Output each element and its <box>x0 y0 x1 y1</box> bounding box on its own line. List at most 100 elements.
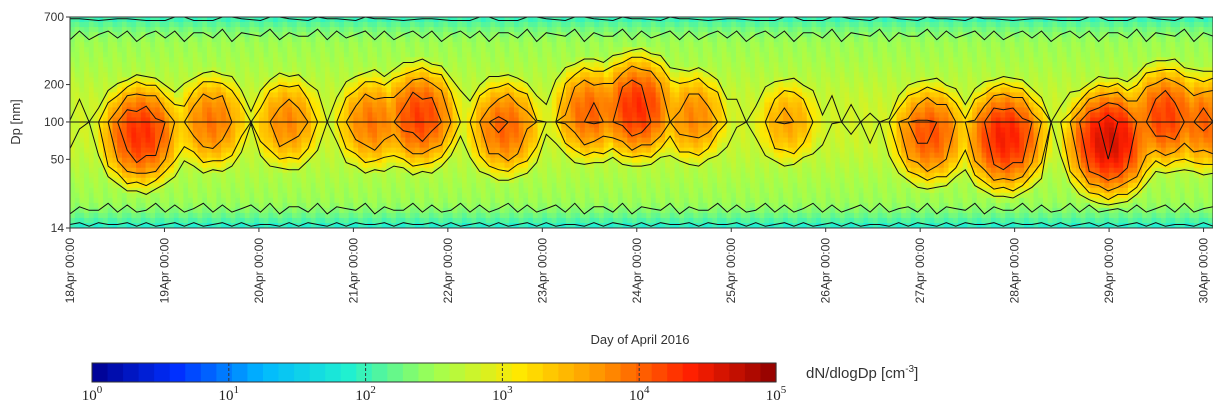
heatmap-cell <box>452 202 458 209</box>
heatmap-cell <box>282 132 288 139</box>
heatmap-cell <box>164 172 170 179</box>
heatmap-cell <box>258 132 265 139</box>
heatmap-cell <box>428 17 435 23</box>
heatmap-cell <box>561 187 567 194</box>
heatmap-cell <box>126 167 132 174</box>
heatmap-cell <box>457 127 463 134</box>
heatmap-cell <box>103 32 109 38</box>
heatmap-cell <box>206 107 213 114</box>
heatmap-cell <box>580 52 586 58</box>
heatmap-cell <box>466 162 473 169</box>
heatmap-cell <box>570 17 576 23</box>
heatmap-cell <box>268 217 274 224</box>
heatmap-cell <box>79 137 85 144</box>
heatmap-cell <box>291 97 298 103</box>
heatmap-cell <box>608 167 614 174</box>
heatmap-cell <box>542 197 548 204</box>
heatmap-cell <box>495 47 501 53</box>
heatmap-cell <box>358 102 364 109</box>
heatmap-cell <box>70 137 76 144</box>
heatmap-cell <box>405 32 411 38</box>
heatmap-cell <box>495 42 501 48</box>
heatmap-cell <box>74 182 81 189</box>
heatmap-cell <box>476 102 482 109</box>
heatmap-cell <box>334 57 340 63</box>
heatmap-cell <box>178 32 184 38</box>
heatmap-cell <box>136 142 142 149</box>
heatmap-cell <box>424 182 430 189</box>
heatmap-cell <box>424 47 430 53</box>
heatmap-cell <box>447 42 454 48</box>
heatmap-cell <box>584 52 591 58</box>
heatmap-cell <box>315 172 321 179</box>
heatmap-cell <box>173 147 180 154</box>
heatmap-cell <box>358 27 364 33</box>
heatmap-cell <box>414 77 421 83</box>
heatmap-cell <box>580 27 586 33</box>
heatmap-cell <box>452 117 458 124</box>
heatmap-cell <box>112 67 118 73</box>
heatmap-cell <box>499 187 506 194</box>
heatmap-cell <box>377 92 383 98</box>
heatmap-cell <box>79 147 85 154</box>
heatmap-cell <box>613 222 619 228</box>
heatmap-cell <box>391 157 397 164</box>
heatmap-cell <box>150 132 156 139</box>
heatmap-cell <box>88 22 95 28</box>
heatmap-cell <box>183 187 189 194</box>
heatmap-cell <box>358 142 364 149</box>
heatmap-cell <box>93 92 99 98</box>
heatmap-cell <box>84 87 90 93</box>
heatmap-cell <box>584 127 591 134</box>
heatmap-cell <box>551 52 558 58</box>
heatmap-cell <box>518 112 525 119</box>
heatmap-cell <box>617 127 624 134</box>
heatmap-cell <box>377 152 383 159</box>
heatmap-cell <box>547 207 553 214</box>
heatmap-cell <box>244 87 251 93</box>
heatmap-cell <box>594 137 600 144</box>
heatmap-cell <box>471 62 477 68</box>
heatmap-cell <box>197 172 203 179</box>
heatmap-cell <box>140 107 147 114</box>
heatmap-cell <box>192 207 199 214</box>
heatmap-cell <box>263 157 269 164</box>
heatmap-cell <box>159 77 166 83</box>
heatmap-cell <box>197 62 203 68</box>
heatmap-cell <box>296 47 303 53</box>
heatmap-cell <box>244 172 251 179</box>
heatmap-cell <box>240 177 246 184</box>
heatmap-cell <box>565 52 572 58</box>
heatmap-cell <box>565 157 572 164</box>
heatmap-cell <box>367 207 373 214</box>
heatmap-cell <box>447 172 454 179</box>
heatmap-cell <box>145 57 151 63</box>
heatmap-cell <box>490 17 496 23</box>
heatmap-cell <box>202 217 208 224</box>
heatmap-cell <box>580 32 586 38</box>
heatmap-cell <box>443 172 449 179</box>
heatmap-cell <box>306 202 312 209</box>
heatmap-cell <box>155 162 161 169</box>
heatmap-cell <box>490 177 496 184</box>
heatmap-cell <box>528 222 534 228</box>
heatmap-cell <box>462 102 468 109</box>
heatmap-cell <box>381 197 388 204</box>
heatmap-cell <box>79 77 85 83</box>
heatmap-cell <box>480 187 487 194</box>
heatmap-cell <box>155 62 161 68</box>
heatmap-cell <box>603 47 610 53</box>
heatmap-cell <box>74 87 81 93</box>
heatmap-cell <box>79 182 85 189</box>
heatmap-cell <box>249 212 255 219</box>
heatmap-cell <box>556 87 562 93</box>
heatmap-cell <box>84 102 90 109</box>
heatmap-cell <box>447 72 454 78</box>
heatmap-cell <box>103 27 109 33</box>
heatmap-cell <box>537 127 543 134</box>
heatmap-cell <box>358 92 364 98</box>
heatmap-cell <box>268 177 274 184</box>
heatmap-cell <box>433 122 439 129</box>
heatmap-cell <box>627 142 633 149</box>
heatmap-cell <box>230 157 236 164</box>
